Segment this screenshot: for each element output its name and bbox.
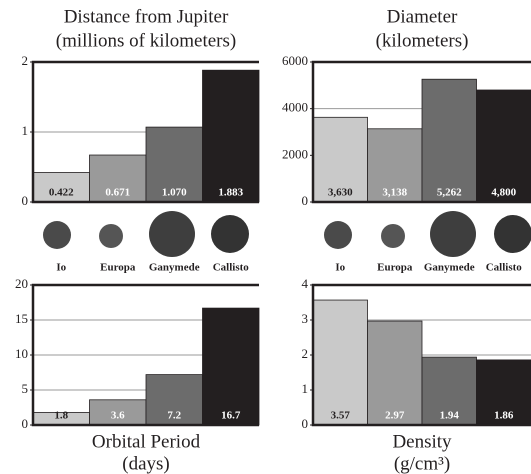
bar — [202, 307, 260, 426]
y-tick-label: 1 — [22, 123, 29, 138]
moon-callisto — [211, 215, 249, 253]
bar — [421, 356, 477, 426]
y-tick-label: 1 — [302, 381, 309, 396]
value-label: 1.883 — [218, 187, 243, 199]
chart-subtitle: (millions of kilometers) — [56, 30, 236, 51]
value-label: 1.94 — [440, 410, 460, 422]
y-tick-label: 15 — [15, 311, 28, 326]
plot-frame — [31, 60, 259, 204]
plot-frame — [31, 283, 259, 427]
chart-title: Density — [392, 431, 452, 452]
moon-europa — [381, 224, 405, 248]
category-label: Callisto — [486, 262, 523, 274]
plot-frame — [311, 283, 531, 427]
value-label: 1.86 — [494, 410, 514, 422]
value-label: 0.671 — [105, 187, 130, 199]
value-label: 3,138 — [382, 187, 407, 199]
moon-images — [43, 211, 531, 257]
y-tick-label: 4000 — [282, 100, 308, 115]
y-tick-label: 6000 — [282, 53, 308, 68]
value-label: 5,262 — [437, 187, 462, 199]
bar — [476, 89, 531, 203]
y-tick-label: 2 — [302, 346, 309, 361]
y-tick-label: 3 — [302, 311, 309, 326]
value-label: 0.422 — [49, 187, 74, 199]
category-label: Ganymede — [149, 262, 200, 274]
category-label: Ganymede — [424, 262, 475, 274]
value-label: 2.97 — [385, 410, 405, 422]
moon-europa — [99, 224, 123, 248]
moon-ganymede — [430, 211, 476, 257]
y-tick-label: 0 — [302, 416, 309, 431]
bar — [202, 69, 260, 203]
y-tick-label: 0 — [22, 416, 29, 431]
chart-subtitle: (days) — [122, 453, 169, 474]
y-tick-label: 5 — [22, 381, 29, 396]
chart-title: Distance from Jupiter — [64, 6, 229, 27]
value-label: 1.070 — [162, 187, 187, 199]
value-label: 16.7 — [221, 410, 241, 422]
value-label: 1.8 — [54, 410, 68, 422]
chart-subtitle: (g/cm³) — [394, 453, 450, 474]
y-tick-label: 0 — [302, 193, 309, 208]
value-label: 3.6 — [111, 410, 125, 422]
moon-io — [43, 221, 71, 249]
bar — [312, 116, 368, 203]
value-label: 3,630 — [328, 187, 353, 199]
moon-ganymede — [149, 211, 195, 257]
moon-io — [324, 221, 352, 249]
bar — [145, 374, 203, 426]
y-tick-label: 20 — [15, 276, 28, 291]
y-tick-label: 10 — [15, 346, 28, 361]
chart-title: Diameter — [387, 6, 458, 27]
value-label: 7.2 — [167, 410, 181, 422]
y-tick-label: 2 — [22, 53, 29, 68]
value-label: 4,800 — [491, 187, 516, 199]
category-label: Europa — [377, 262, 413, 274]
bar — [476, 359, 531, 426]
bar — [421, 78, 477, 203]
y-tick-label: 2000 — [282, 146, 308, 161]
category-label: Io — [56, 262, 66, 274]
category-label: Io — [335, 262, 345, 274]
plot-frame — [311, 60, 531, 204]
moon-callisto — [494, 215, 531, 253]
bar — [89, 399, 147, 426]
chart-subtitle: (kilometers) — [376, 30, 469, 51]
y-tick-label: 0 — [22, 193, 29, 208]
y-tick-label: 4 — [302, 276, 309, 291]
value-label: 3.57 — [331, 410, 351, 422]
category-label: Callisto — [213, 262, 250, 274]
bar — [312, 299, 368, 426]
category-label: Europa — [100, 262, 136, 274]
chart-title: Orbital Period — [92, 431, 201, 452]
